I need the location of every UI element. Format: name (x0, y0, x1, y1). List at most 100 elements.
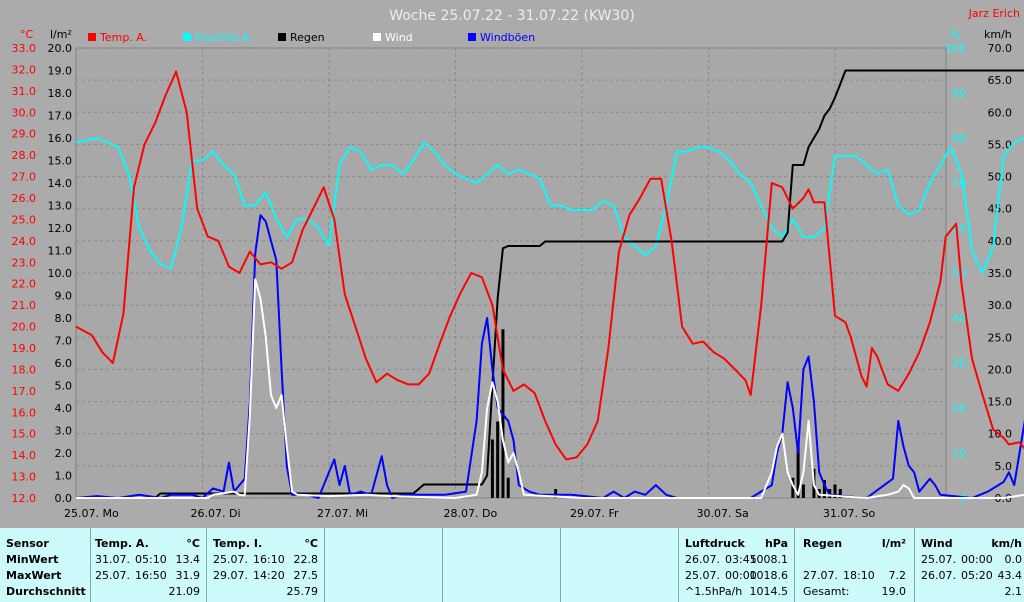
rain-max-date: 27.07. (803, 569, 838, 582)
rain-bar (822, 480, 826, 498)
pressure-max-time: 00:00 (725, 569, 757, 582)
humidity-tick-label: 60 (952, 222, 966, 235)
pressure-unit: hPa (764, 537, 788, 550)
temp-tick-label: 14.0 (12, 449, 37, 462)
pressure-column: Luftdruck hPa 26.07. 03:45 1008.1 25.07.… (678, 528, 794, 602)
rain-tick-label: 16.0 (48, 132, 73, 145)
temp-a-title: Temp. A. (95, 537, 149, 550)
temp-i-min-value: 22.8 (293, 553, 319, 566)
temp-tick-label: 22.0 (12, 278, 37, 291)
pressure-max-row: 25.07. 00:00 1018.6 (679, 568, 794, 584)
wind-tick-label: 65.0 (988, 74, 1013, 87)
rain-total-value: 19.0 (881, 585, 907, 598)
pressure-min-time: 03:45 (725, 553, 757, 566)
row-label-sensor: Sensor (6, 537, 49, 550)
rain-tick-label: 5.0 (55, 380, 73, 393)
legend-swatch (183, 33, 191, 41)
temp-i-max-value: 27.5 (293, 569, 319, 582)
temp-i-column: Temp. I. °C 25.07. 16:10 22.8 29.07. 14:… (206, 528, 324, 602)
humidity-tick-label: 100 (945, 42, 966, 55)
row-labels-column: Sensor MinWert MaxWert Durchschnitt (0, 528, 90, 602)
x-tick-label: 30.07. Sa (697, 507, 749, 520)
wind-avg-value: 2.1 (1004, 585, 1023, 598)
temp-tick-label: 18.0 (12, 363, 37, 376)
temp-a-max-time: 16:50 (135, 569, 167, 582)
temp-tick-label: 29.0 (12, 128, 37, 141)
row-label-max: MaxWert (6, 569, 62, 582)
temp-tick-label: 16.0 (12, 406, 37, 419)
empty-column-2 (442, 528, 560, 602)
temp-a-max-row: 25.07. 16:50 31.9 (91, 568, 206, 584)
rain-tick-label: 9.0 (55, 290, 73, 303)
series-line-feuchte-a (75, 137, 1024, 274)
rain-unit-label: l/m² (50, 28, 72, 41)
rain-bar (506, 477, 510, 498)
temp-tick-label: 25.0 (12, 213, 37, 226)
wind-tick-label: 40.0 (988, 235, 1013, 248)
rain-tick-label: 3.0 (55, 425, 73, 438)
temp-tick-label: 13.0 (12, 471, 37, 484)
owner-label: Jarz Erich (968, 7, 1020, 20)
wind-header: Wind km/h (915, 536, 1024, 552)
temp-tick-label: 23.0 (12, 256, 37, 269)
wind-min-row: 25.07. 00:00 0.0 (915, 552, 1024, 568)
x-tick-label: 29.07. Fr (570, 507, 619, 520)
rain-tick-label: 4.0 (55, 402, 73, 415)
series-line-regen (76, 69, 1024, 499)
rain-tick-label: 15.0 (48, 155, 73, 168)
pressure-min-value: 1008.1 (749, 553, 789, 566)
temp-unit-label: °C (20, 28, 34, 41)
rain-total-row: Gesamt: 19.0 (795, 584, 914, 600)
grid (76, 47, 946, 499)
wind-min-value: 0.0 (1004, 553, 1023, 566)
rain-tick-label: 7.0 (55, 335, 73, 348)
pressure-header: Luftdruck hPa (679, 536, 794, 552)
summary-table: Sensor MinWert MaxWert Durchschnitt Temp… (0, 528, 1024, 602)
rain-max-row: 27.07. 18:10 7.2 (795, 568, 914, 584)
rain-bar (496, 421, 500, 498)
temp-a-min-row: 31.07. 05:10 13.4 (91, 552, 206, 568)
wind-tick-label: 5.0 (995, 460, 1013, 473)
rain-tick-label: 17.0 (48, 110, 73, 123)
legend-label: Temp. A. (99, 31, 147, 44)
wind-min-date: 25.07. (921, 553, 956, 566)
wind-max-date: 26.07. (921, 569, 956, 582)
row-label-avg: Durchschnitt (6, 585, 86, 598)
pressure-min-row: 26.07. 03:45 1008.1 (679, 552, 794, 568)
series-line-temp-a (75, 70, 1024, 461)
pressure-trend: ^1.5hPa/h (685, 585, 743, 598)
legend: Temp. A. Feuchte A. Regen Wind Windböen (88, 31, 535, 44)
legend-label: Regen (290, 31, 325, 44)
temp-tick-label: 19.0 (12, 342, 37, 355)
wind-tick-label: 15.0 (988, 396, 1013, 409)
wind-tick-label: 45.0 (988, 203, 1013, 216)
wind-max-row: 26.07. 05:20 43.4 (915, 568, 1024, 584)
x-tick-label: 28.07. Do (444, 507, 498, 520)
legend-swatch (88, 33, 96, 41)
series-lines (75, 69, 1024, 499)
x-tick-label: 26.07. Di (191, 507, 241, 520)
rain-tick-label: 13.0 (48, 200, 73, 213)
rain-bar (833, 484, 837, 498)
temp-i-min-date: 25.07. (213, 553, 248, 566)
pressure-max-value: 1018.6 (749, 569, 789, 582)
series-line-wind (76, 278, 1024, 499)
rain-total-label: Gesamt: (803, 585, 850, 598)
axes: 25.07. Mo 26.07. Di 27.07. Mi 28.07. Do 29.0… (12, 42, 1013, 520)
rain-max-time: 18:10 (843, 569, 875, 582)
temp-tick-label: 30.0 (12, 106, 37, 119)
temp-i-avg-value: 25.79 (286, 585, 319, 598)
temp-i-header: Temp. I. °C (207, 536, 324, 552)
wind-min-time: 00:00 (961, 553, 993, 566)
legend-label: Feuchte A. (195, 31, 253, 44)
temp-tick-label: 32.0 (12, 63, 37, 76)
temp-a-header: Temp. A. °C (91, 536, 206, 552)
humidity-tick-label: 20 (952, 402, 966, 415)
x-tick-label: 25.07. Mo (64, 507, 119, 520)
rain-tick-label: 14.0 (48, 177, 73, 190)
legend-label: Windböen (480, 31, 535, 44)
temp-a-min-time: 05:10 (135, 553, 167, 566)
temp-tick-label: 20.0 (12, 321, 37, 334)
temp-tick-label: 12.0 (12, 492, 37, 505)
temp-i-title: Temp. I. (213, 537, 263, 550)
